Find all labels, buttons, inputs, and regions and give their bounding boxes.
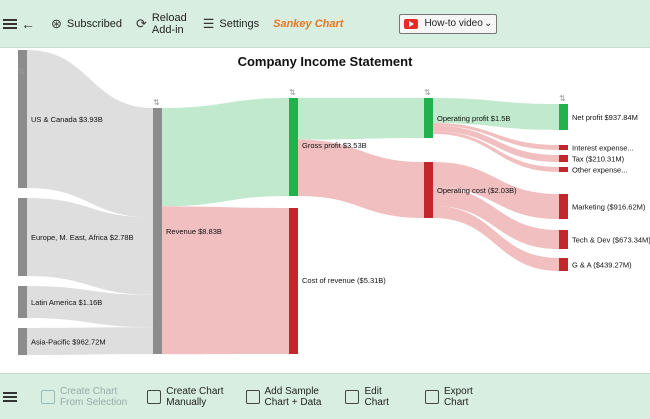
brand-label: Sankey Chart xyxy=(273,17,344,30)
node-int[interactable] xyxy=(559,145,568,150)
link-eu-rev[interactable] xyxy=(27,198,153,295)
label-mkt: Marketing ($916.62M) xyxy=(572,203,646,212)
link-oc-tech[interactable] xyxy=(433,187,559,249)
link-op-oth[interactable] xyxy=(433,131,559,172)
sort-column-icon[interactable]: ⇅ xyxy=(424,88,431,97)
label-op: Operating profit $1.5B xyxy=(437,114,510,123)
link-op-np[interactable] xyxy=(433,98,559,130)
reload-addin-button[interactable]: ⟳ Reload Add-in xyxy=(136,0,187,47)
grid-icon xyxy=(147,389,162,404)
edit-chart-icon xyxy=(345,389,360,404)
sample-chart-icon xyxy=(245,389,260,404)
node-ap[interactable] xyxy=(18,328,27,355)
label-tech: Tech & Dev ($673.34M) xyxy=(572,236,650,245)
label-eu: Europe, M. East, Africa $2.78B xyxy=(31,233,134,242)
label-rev: Revenue $8.83B xyxy=(166,227,222,236)
label-ap: Asia-Pacific $962.72M xyxy=(31,338,106,347)
add-sample-line1: Add Sample xyxy=(264,385,319,397)
create-from-selection-line1: Create Chart xyxy=(60,385,118,397)
link-la-rev[interactable] xyxy=(27,286,153,328)
label-cor: Cost of revenue ($5.31B) xyxy=(302,276,386,285)
node-op[interactable] xyxy=(424,98,433,138)
video-label: How-to video xyxy=(424,18,483,29)
sankey-chart: US & Canada $3.93B ⇅ Europe, M. East, Afri… xyxy=(18,50,650,355)
node-oth[interactable] xyxy=(559,167,568,172)
node-tax[interactable] xyxy=(559,155,568,162)
link-op-tax[interactable] xyxy=(433,125,559,162)
menu-icon[interactable] xyxy=(3,17,17,31)
node-ga[interactable] xyxy=(559,258,568,271)
link-oc-ga[interactable] xyxy=(433,205,559,271)
sankey-nodes: US & Canada $3.93B ⇅ Europe, M. East, Afri… xyxy=(18,50,650,355)
reload-icon: ⟳ xyxy=(135,15,147,31)
label-tax: Tax ($210.31M) xyxy=(572,155,625,164)
export-line2: Chart xyxy=(443,396,469,408)
sort-column-icon[interactable]: ⇅ xyxy=(18,67,25,76)
export-line1: Export xyxy=(443,385,473,397)
label-us: US & Canada $3.93B xyxy=(31,115,103,124)
sort-column-icon[interactable]: ⇅ xyxy=(559,94,566,103)
label-gp: Gross profit $3.53B xyxy=(302,141,367,150)
back-arrow-icon[interactable]: ← xyxy=(21,15,35,32)
subscribed-label: Subscribed xyxy=(66,17,122,30)
node-eu[interactable] xyxy=(18,198,27,276)
youtube-icon xyxy=(404,18,419,29)
node-tech[interactable] xyxy=(559,230,568,249)
table-icon xyxy=(41,389,55,404)
edit-chart-button[interactable]: Edit Chart xyxy=(345,385,389,408)
link-ap-rev[interactable] xyxy=(27,327,153,355)
create-manually-button[interactable]: Create Chart Manually xyxy=(147,385,224,408)
label-ga: G & A ($439.27M) xyxy=(572,261,632,270)
link-op-int[interactable] xyxy=(433,123,559,150)
edit-line1: Edit xyxy=(364,385,382,397)
subscribed-button[interactable]: ⊛ Subscribed xyxy=(51,0,122,47)
link-us-rev[interactable] xyxy=(27,50,153,218)
node-us[interactable] xyxy=(18,50,27,188)
how-to-video-dropdown[interactable]: How-to video ⌄ xyxy=(399,13,498,34)
link-rev-gp[interactable] xyxy=(162,98,289,207)
reload-label-line1: Reload xyxy=(151,11,187,24)
label-np: Net profit $937.84M xyxy=(572,113,638,122)
create-from-selection-button[interactable]: Create Chart From Selection xyxy=(41,386,127,408)
node-cor[interactable] xyxy=(289,208,298,354)
link-rev-cor[interactable] xyxy=(162,206,289,355)
create-manually-line1: Create Chart xyxy=(166,385,224,397)
edit-line2: Chart xyxy=(364,396,389,408)
export-icon xyxy=(424,389,439,404)
dollar-circle-icon: ⊛ xyxy=(51,15,62,31)
label-la: Latin America $1.16B xyxy=(31,298,102,307)
node-mkt[interactable] xyxy=(559,194,568,219)
node-gp[interactable] xyxy=(289,98,298,196)
reload-label-line2: Add-in xyxy=(151,23,184,36)
sliders-icon: ☰ xyxy=(202,15,215,31)
link-gp-op[interactable] xyxy=(298,98,424,140)
node-oc[interactable] xyxy=(424,162,433,218)
create-from-selection-line2: From Selection xyxy=(60,396,128,408)
label-oth: Other expense... xyxy=(572,166,627,175)
link-oc-mkt[interactable] xyxy=(433,162,559,219)
export-chart-button[interactable]: Export Chart xyxy=(424,385,473,408)
bottom-toolbar: Create Chart From Selection Create Chart M… xyxy=(0,373,650,419)
label-oc: Operating cost ($2.03B) xyxy=(437,186,517,195)
settings-label: Settings xyxy=(219,17,260,30)
bottom-menu-icon[interactable] xyxy=(3,390,17,404)
node-rev[interactable] xyxy=(153,108,162,354)
create-manually-line2: Manually xyxy=(166,396,207,408)
chart-title: Company Income Statement xyxy=(237,54,413,69)
sankey-root: US & Canada $3.93B ⇅ Europe, M. East, Afri… xyxy=(18,50,650,355)
top-toolbar: ← ⊛ Subscribed ⟳ Reload Add-in ☰ Setting… xyxy=(0,0,650,48)
link-gp-oc[interactable] xyxy=(298,139,424,218)
label-int: Interest expense... xyxy=(572,144,634,153)
chevron-down-icon: ⌄ xyxy=(484,18,493,29)
node-np[interactable] xyxy=(559,104,568,130)
add-sample-line2: Chart + Data xyxy=(264,396,322,408)
add-sample-button[interactable]: Add Sample Chart + Data xyxy=(245,385,322,408)
sankey-links xyxy=(27,50,559,355)
settings-button[interactable]: ☰ Settings xyxy=(203,0,259,47)
sort-column-icon[interactable]: ⇅ xyxy=(153,98,160,107)
sort-column-icon[interactable]: ⇅ xyxy=(289,88,296,97)
node-la[interactable] xyxy=(18,286,27,318)
